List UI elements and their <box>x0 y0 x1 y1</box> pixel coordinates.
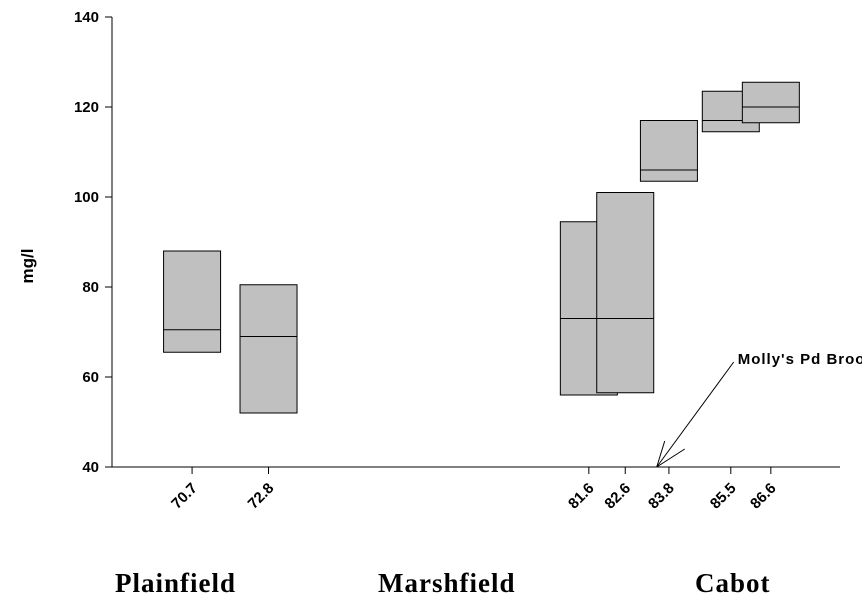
annotation-arrow <box>656 361 735 468</box>
annotation-label: Molly's Pd Brook <box>738 351 862 368</box>
x-ticks: 70.7 72.8 81.6 82.6 83.8 85.5 86.6 <box>168 467 780 513</box>
x-tick-label: 86.6 <box>747 480 780 513</box>
y-tick-label: 120 <box>74 99 99 116</box>
arrow-head-right <box>656 448 685 468</box>
y-axis-label: mg/l <box>18 249 37 284</box>
y-tick-label: 140 <box>74 9 99 26</box>
y-ticks: 40 60 80 100 120 140 <box>74 9 112 476</box>
y-tick-label: 60 <box>82 369 99 386</box>
town-label-plainfield: Plainfield <box>115 568 236 598</box>
y-tick-label: 100 <box>74 189 99 206</box>
town-label-marshfield: Marshfield <box>378 568 516 598</box>
arrow-head-left <box>656 440 666 468</box>
box-83.8 <box>639 120 698 182</box>
axes <box>111 17 840 468</box>
x-tick-label: 83.8 <box>645 480 678 513</box>
box-70.7 <box>163 250 222 353</box>
x-tick-label: 72.8 <box>245 480 278 513</box>
x-tick-label: 85.5 <box>707 480 740 513</box>
box-72.8 <box>239 284 298 414</box>
y-tick-label: 40 <box>82 459 99 476</box>
boxes <box>163 81 800 414</box>
x-tick-label: 70.7 <box>168 480 201 513</box>
town-label-cabot: Cabot <box>695 568 771 598</box>
y-tick-label: 80 <box>82 279 99 296</box>
annotations: Molly's Pd Brook <box>656 351 862 468</box>
x-tick-label: 82.6 <box>601 480 634 513</box>
box-86.6 <box>741 81 800 124</box>
x-tick-label: 81.6 <box>565 480 598 513</box>
box-82.6 <box>596 192 655 394</box>
